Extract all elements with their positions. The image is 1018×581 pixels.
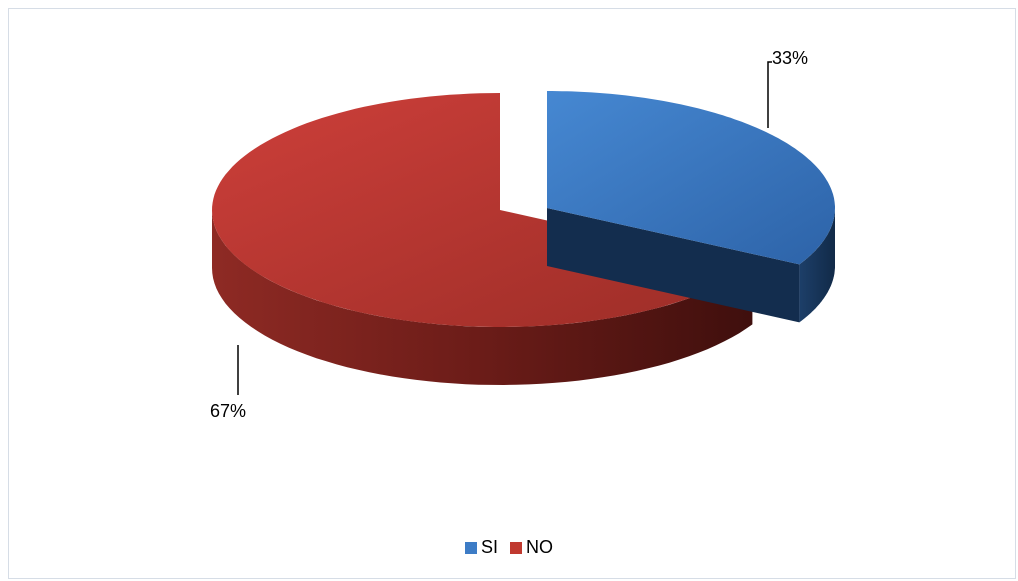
data-label-no: 67% — [210, 401, 246, 421]
legend-label-si: SI — [480, 537, 498, 557]
legend-swatch-si — [464, 541, 477, 554]
slice-cut-end-si — [547, 208, 800, 323]
slice-side-si — [799, 208, 835, 323]
legend-swatch-no — [510, 541, 522, 554]
slice-side-no — [212, 210, 753, 385]
data-label-si: 33% — [772, 48, 808, 68]
legend-item-no: NO — [510, 537, 553, 558]
legend: SI NO — [0, 537, 1018, 558]
legend-item-si: SI — [464, 537, 498, 558]
slice-si — [547, 91, 835, 265]
leader-line-si — [767, 61, 772, 128]
legend-label-no: NO — [526, 537, 553, 557]
